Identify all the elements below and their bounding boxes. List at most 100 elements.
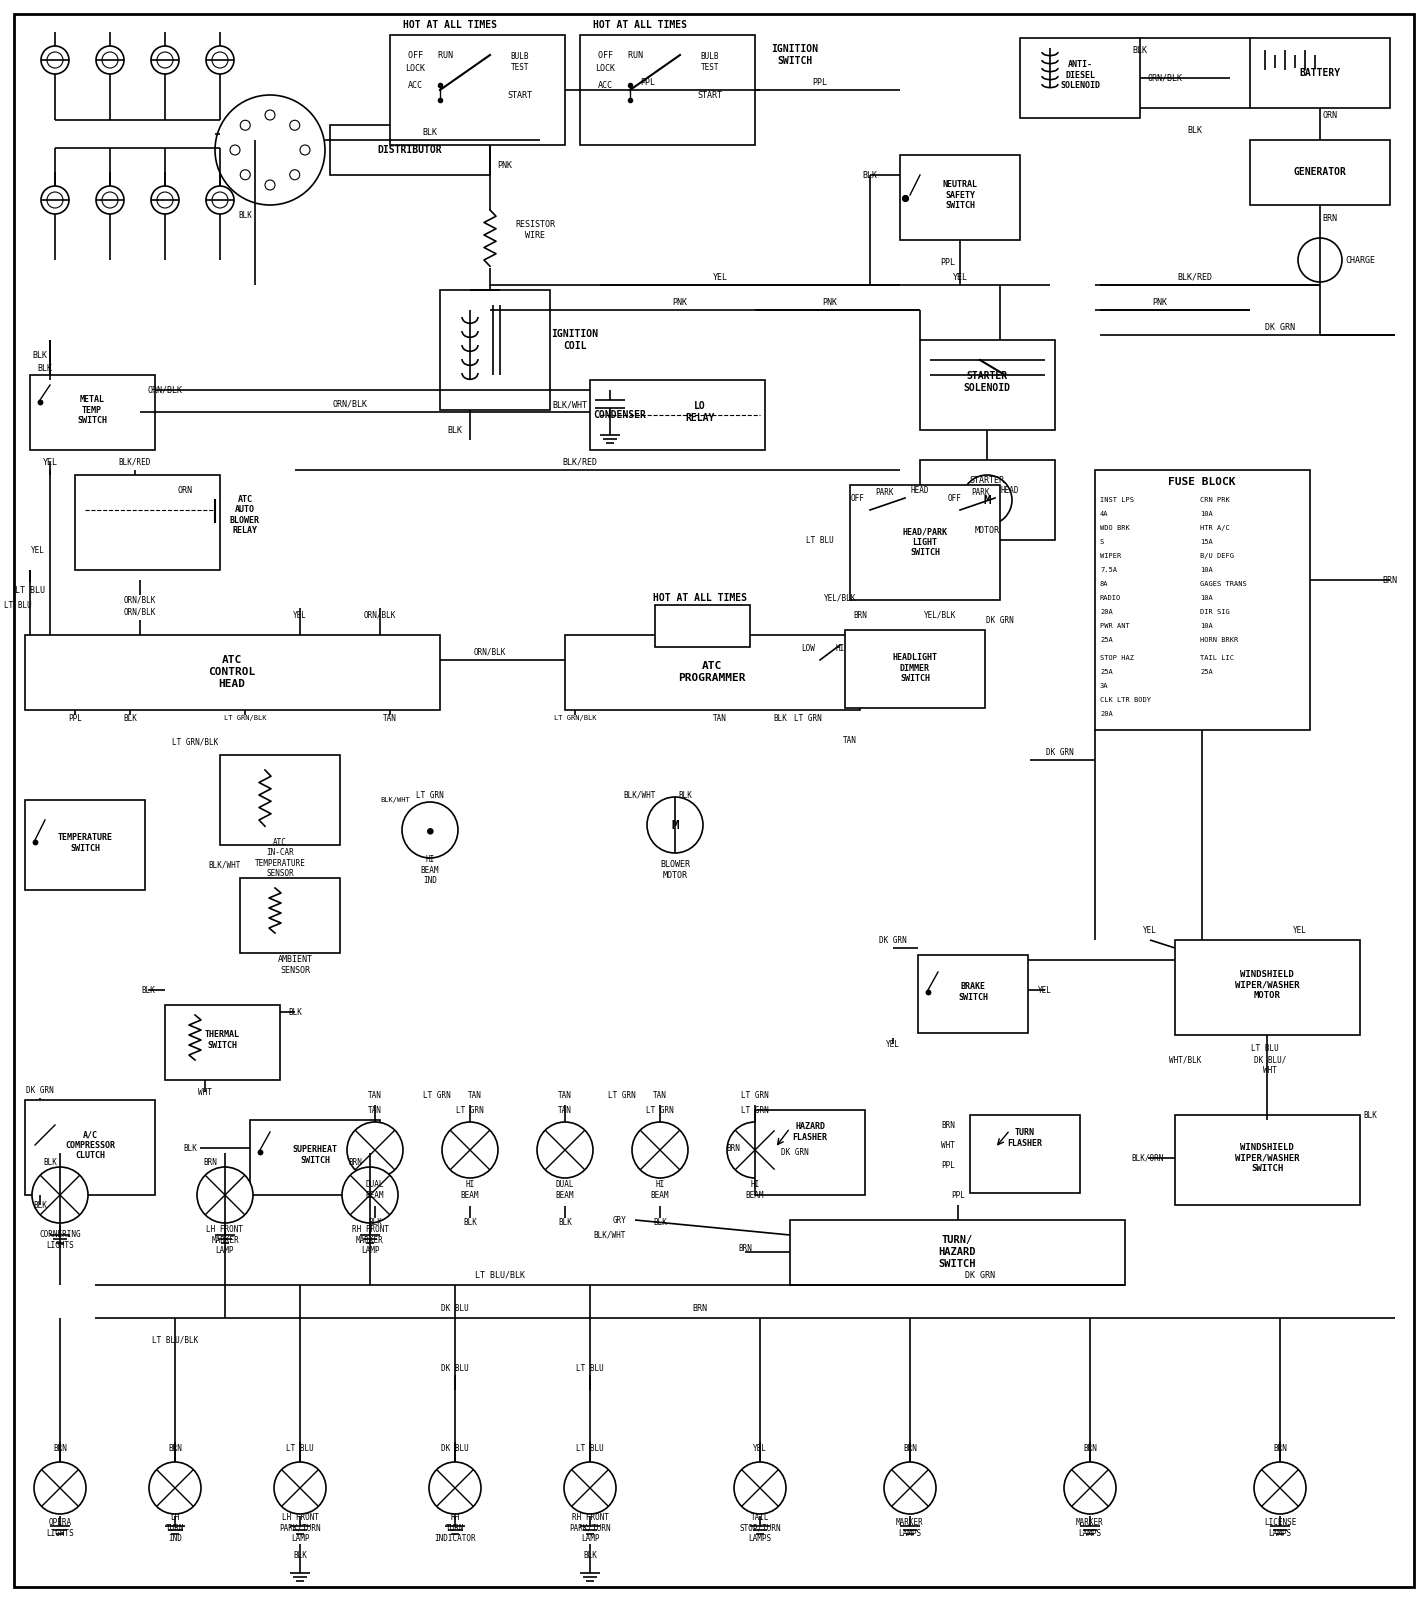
Text: STARTER: STARTER bbox=[970, 475, 1004, 485]
Bar bbox=[970, 1114, 1080, 1193]
Bar bbox=[918, 956, 1028, 1033]
Text: YEL: YEL bbox=[753, 1444, 767, 1452]
Text: BLK/WHT: BLK/WHT bbox=[624, 791, 657, 799]
Text: 4A: 4A bbox=[1100, 511, 1108, 517]
Text: OFF   RUN: OFF RUN bbox=[407, 51, 453, 59]
Text: FUSE BLOCK: FUSE BLOCK bbox=[1168, 477, 1235, 487]
Text: S: S bbox=[1100, 540, 1104, 544]
Text: IGNITION
SWITCH: IGNITION SWITCH bbox=[771, 45, 818, 66]
Text: YEL: YEL bbox=[1038, 986, 1052, 994]
Text: BLK: BLK bbox=[33, 1201, 47, 1209]
Text: OFF: OFF bbox=[948, 493, 962, 503]
Text: ORN: ORN bbox=[1322, 110, 1338, 120]
Text: BRN: BRN bbox=[1382, 575, 1398, 584]
Text: YEL: YEL bbox=[1294, 925, 1307, 935]
Text: BULB
TEST: BULB TEST bbox=[701, 53, 720, 72]
Text: DK GRN: DK GRN bbox=[880, 935, 907, 945]
Text: LT GRN: LT GRN bbox=[456, 1106, 484, 1114]
Circle shape bbox=[1064, 1462, 1117, 1515]
Bar bbox=[1250, 38, 1389, 107]
Circle shape bbox=[734, 1462, 785, 1515]
Text: LH FRONT
MARKER
LAMP: LH FRONT MARKER LAMP bbox=[207, 1225, 244, 1255]
Text: LT BLU/BLK: LT BLU/BLK bbox=[151, 1335, 198, 1345]
Text: DUAL
BEAM: DUAL BEAM bbox=[555, 1180, 574, 1199]
Text: TAN: TAN bbox=[468, 1090, 481, 1100]
Text: WHT: WHT bbox=[198, 1087, 211, 1097]
Text: ATC
IN-CAR
TEMPERATURE
SENSOR: ATC IN-CAR TEMPERATURE SENSOR bbox=[254, 837, 306, 877]
Text: LOW: LOW bbox=[801, 644, 815, 653]
Text: BLK/WHT: BLK/WHT bbox=[208, 860, 241, 869]
Circle shape bbox=[537, 1122, 593, 1178]
Text: BRN: BRN bbox=[348, 1158, 361, 1167]
Circle shape bbox=[151, 46, 178, 74]
Text: 25A: 25A bbox=[1200, 669, 1212, 676]
Circle shape bbox=[428, 1462, 481, 1515]
Bar bbox=[1095, 471, 1309, 730]
Text: BRN: BRN bbox=[169, 1444, 181, 1452]
Text: M: M bbox=[671, 818, 678, 831]
Text: DK GRN: DK GRN bbox=[1047, 748, 1074, 757]
Circle shape bbox=[96, 186, 124, 215]
Circle shape bbox=[884, 1462, 935, 1515]
Text: DK BLU: DK BLU bbox=[441, 1364, 468, 1372]
Circle shape bbox=[151, 186, 178, 215]
Circle shape bbox=[727, 1122, 783, 1178]
Text: MARKER
LAMPS: MARKER LAMPS bbox=[897, 1518, 924, 1537]
Text: PNK: PNK bbox=[673, 298, 687, 306]
Bar bbox=[580, 35, 755, 146]
Text: BLK: BLK bbox=[558, 1217, 573, 1226]
Text: WIPER: WIPER bbox=[1100, 552, 1121, 559]
Text: MOTOR: MOTOR bbox=[974, 525, 1000, 535]
Circle shape bbox=[41, 46, 69, 74]
Bar bbox=[390, 35, 565, 146]
Text: HTR A/C: HTR A/C bbox=[1200, 525, 1230, 532]
Text: LT BLU: LT BLU bbox=[575, 1444, 604, 1452]
Text: ORN/BLK: ORN/BLK bbox=[364, 610, 396, 620]
Bar bbox=[250, 1121, 380, 1194]
Text: PPL: PPL bbox=[941, 258, 955, 266]
Text: BRN: BRN bbox=[53, 1444, 67, 1452]
Text: 20A: 20A bbox=[1100, 711, 1112, 717]
Text: LO
RELAY: LO RELAY bbox=[685, 402, 714, 423]
Bar bbox=[845, 631, 985, 708]
Circle shape bbox=[300, 146, 310, 155]
Text: ATC
CONTROL
HEAD: ATC CONTROL HEAD bbox=[208, 655, 256, 688]
Text: GENERATOR: GENERATOR bbox=[1294, 167, 1347, 178]
Text: DK GRN: DK GRN bbox=[26, 1085, 54, 1095]
Text: DUAL
BEAM: DUAL BEAM bbox=[366, 1180, 384, 1199]
Text: BLK: BLK bbox=[583, 1551, 597, 1561]
Text: WDO BRK: WDO BRK bbox=[1100, 525, 1130, 532]
Bar bbox=[440, 290, 550, 410]
Text: B/U DEFG: B/U DEFG bbox=[1200, 552, 1234, 559]
Text: PPL: PPL bbox=[641, 77, 655, 86]
Bar bbox=[26, 800, 146, 890]
Text: LT GRN: LT GRN bbox=[608, 1090, 635, 1100]
Text: ORN/BLK: ORN/BLK bbox=[1148, 74, 1182, 83]
Text: 25A: 25A bbox=[1100, 637, 1112, 644]
Bar bbox=[920, 459, 1055, 540]
Text: HOT AT ALL TIMES: HOT AT ALL TIMES bbox=[403, 19, 497, 30]
Text: BATTERY: BATTERY bbox=[1299, 67, 1341, 78]
Text: ORN/BLK: ORN/BLK bbox=[124, 596, 156, 605]
Text: CRN PRK: CRN PRK bbox=[1200, 496, 1230, 503]
Bar bbox=[1175, 940, 1359, 1034]
Text: BRN: BRN bbox=[725, 1143, 740, 1153]
Text: HORN BRKR: HORN BRKR bbox=[1200, 637, 1238, 644]
Text: LT BLU/BLK: LT BLU/BLK bbox=[476, 1271, 526, 1279]
Text: BLK: BLK bbox=[863, 170, 877, 179]
Text: BLK: BLK bbox=[1364, 1111, 1377, 1119]
Text: ORN/BLK: ORN/BLK bbox=[147, 386, 183, 394]
Text: BLK/ORN: BLK/ORN bbox=[1132, 1153, 1164, 1162]
Text: 15A: 15A bbox=[1200, 540, 1212, 544]
Text: LT GRN: LT GRN bbox=[741, 1106, 768, 1114]
Text: GAGES TRANS: GAGES TRANS bbox=[1200, 581, 1247, 588]
Text: TAN: TAN bbox=[713, 714, 727, 722]
Text: LT GRN: LT GRN bbox=[423, 1090, 451, 1100]
Text: HI
BEAM: HI BEAM bbox=[651, 1180, 670, 1199]
Text: HI
BEAM
IND: HI BEAM IND bbox=[421, 855, 440, 885]
Text: DK GRN: DK GRN bbox=[987, 615, 1014, 624]
Text: PPL: PPL bbox=[941, 1161, 955, 1169]
Circle shape bbox=[101, 192, 119, 208]
Text: BRN: BRN bbox=[693, 1303, 707, 1313]
Text: RADIO: RADIO bbox=[1100, 596, 1121, 600]
